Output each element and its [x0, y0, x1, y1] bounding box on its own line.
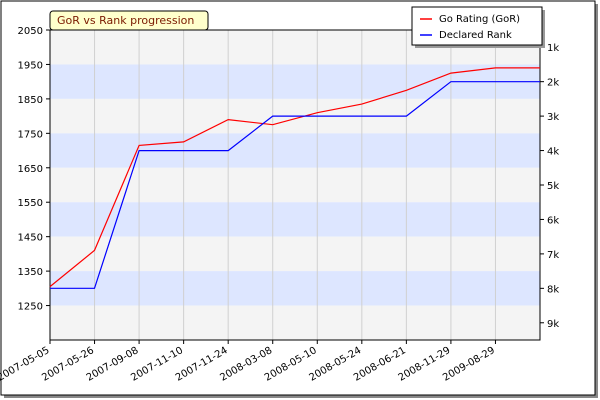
tick-label-right: 7k	[547, 250, 559, 261]
tick-label-right: 6k	[547, 215, 559, 226]
tick-label-left: 2050	[18, 26, 43, 37]
series-lines	[49, 67, 540, 289]
band	[50, 202, 540, 237]
series-line-gor	[49, 67, 540, 288]
tick-label-left: 1350	[18, 267, 43, 278]
tick-label-right: 4k	[547, 147, 559, 158]
band	[50, 271, 540, 306]
legend-label-rank: Declared Rank	[439, 30, 512, 41]
legend-box	[411, 6, 543, 46]
y-axis-left: 2050 1950 1850 1750 1650 1550 1450 1350 1250	[18, 26, 50, 313]
legend: Go Rating (GoR) Declared Rank	[411, 6, 545, 48]
tick-label-left: 1950	[18, 60, 43, 71]
tick-label-right: 1k	[547, 43, 559, 54]
tick-label-left: 1750	[18, 129, 43, 140]
title-box	[49, 10, 209, 31]
legend-label-gor: Go Rating (GoR)	[439, 14, 520, 25]
background-bands	[50, 30, 540, 340]
band	[50, 133, 540, 168]
tick-label-left: 1450	[18, 233, 43, 244]
tick-label-left: 1550	[18, 198, 43, 209]
tick-label-right: 2k	[547, 78, 559, 89]
tick-label-left: 1250	[18, 302, 43, 313]
tick-label-right: 8k	[547, 284, 559, 295]
tick-label-left: 1650	[18, 164, 43, 175]
tick-label-right: 5k	[547, 181, 559, 192]
band	[50, 236, 540, 272]
tick-label-right: 3k	[547, 112, 559, 123]
tick-label-right: 9k	[547, 319, 559, 330]
y-axis-right: 1k 2k 3k 4k 5k 6k 7k 8k 9k	[540, 43, 559, 330]
tick-label-left: 1850	[18, 95, 43, 106]
series-line-rank	[50, 81, 540, 289]
band	[50, 305, 540, 340]
chart-title: GoR vs Rank progression	[49, 10, 209, 31]
title-text: GoR vs Rank progression	[57, 14, 194, 27]
